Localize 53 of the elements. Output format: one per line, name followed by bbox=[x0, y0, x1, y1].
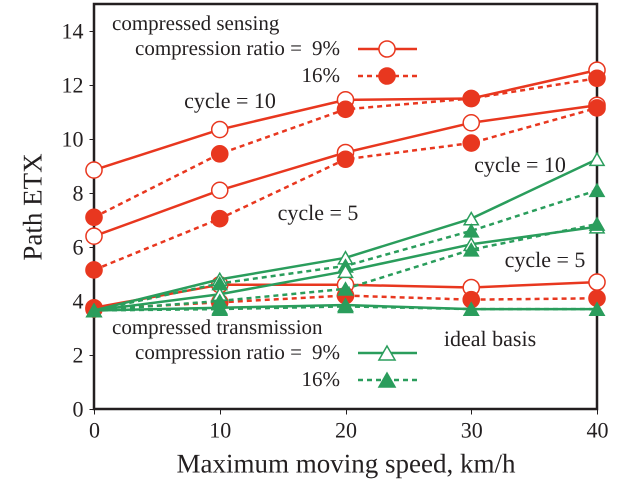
y-tick-label: 4 bbox=[72, 288, 84, 314]
y-tick-label: 14 bbox=[62, 18, 84, 44]
annotation: compression ratio = bbox=[135, 340, 302, 364]
point bbox=[588, 69, 606, 88]
point bbox=[588, 99, 606, 117]
y-tick-label: 12 bbox=[62, 72, 84, 98]
point bbox=[210, 145, 229, 163]
point bbox=[588, 273, 606, 291]
point bbox=[85, 161, 103, 179]
y-tick-label: 0 bbox=[72, 396, 84, 422]
y-tick-label: 2 bbox=[72, 342, 84, 368]
point bbox=[210, 210, 229, 228]
point bbox=[338, 300, 354, 314]
annotation: cycle = 10 bbox=[184, 88, 276, 113]
point bbox=[336, 100, 354, 118]
annotation: ideal basis bbox=[444, 326, 536, 351]
point bbox=[462, 134, 480, 152]
x-tick-label: 0 bbox=[89, 418, 100, 442]
point bbox=[336, 150, 354, 168]
x-axis-title: Maximum moving speed, km/h bbox=[176, 448, 516, 478]
annotation: compressed sensing bbox=[112, 11, 280, 35]
y-tick-label: 6 bbox=[72, 234, 84, 260]
point bbox=[85, 208, 103, 226]
point bbox=[589, 217, 605, 231]
annotation: cycle = 5 bbox=[504, 247, 586, 272]
legend-label: 9% bbox=[312, 36, 340, 60]
point bbox=[463, 242, 480, 257]
annotation: cycle = 10 bbox=[474, 152, 566, 177]
legend-label: 16% bbox=[302, 63, 340, 87]
x-tick-label: 20 bbox=[335, 418, 357, 442]
annotation: compressed transmission bbox=[112, 315, 324, 339]
point bbox=[338, 282, 354, 296]
y-tick-label: 8 bbox=[72, 180, 84, 206]
point bbox=[210, 182, 229, 200]
point bbox=[588, 290, 606, 308]
x-tick-label: 40 bbox=[586, 418, 608, 442]
y-tick-label: 10 bbox=[62, 126, 84, 152]
point bbox=[212, 276, 228, 290]
point bbox=[589, 152, 605, 166]
annotation: compression ratio = bbox=[135, 36, 302, 60]
point bbox=[589, 183, 605, 198]
y-axis-title: Path ETX bbox=[18, 152, 48, 261]
point bbox=[463, 224, 480, 238]
legend-label: 9% bbox=[312, 340, 340, 364]
legend-label: 16% bbox=[302, 367, 340, 391]
point bbox=[463, 212, 480, 226]
point bbox=[85, 261, 103, 279]
point bbox=[210, 120, 229, 138]
x-tick-label: 10 bbox=[209, 418, 232, 442]
annotation: cycle = 5 bbox=[278, 200, 358, 225]
point bbox=[462, 114, 480, 132]
point bbox=[85, 227, 103, 245]
x-tick-label: 30 bbox=[460, 418, 483, 442]
